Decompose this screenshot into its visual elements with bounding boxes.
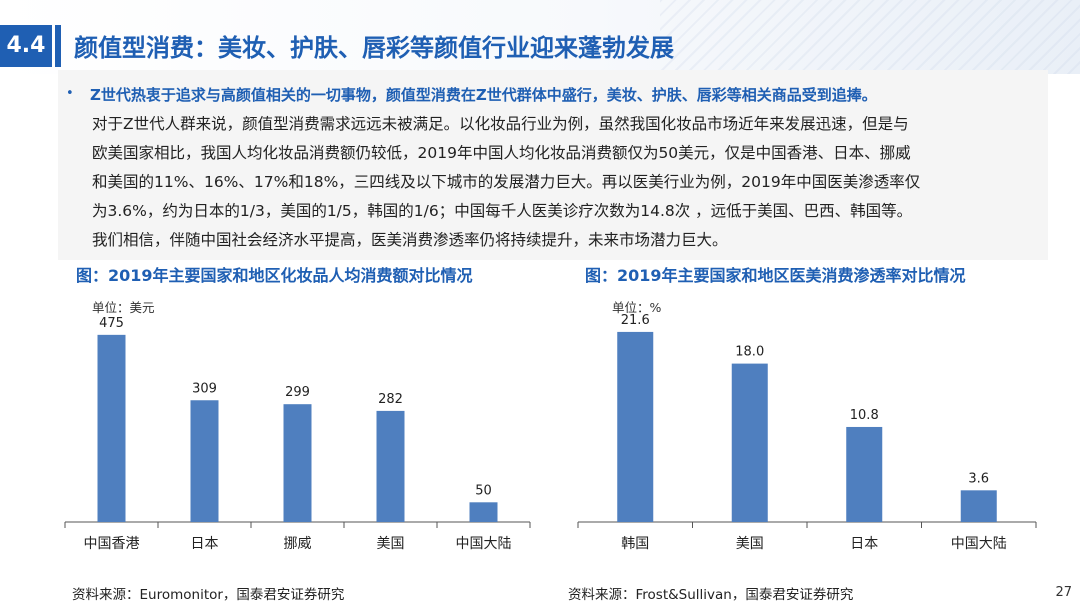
page-title: 颜值型消费：美妆、护肤、唇彩等颜值行业迎来蓬勃发展 (74, 34, 674, 62)
bullet-lead-text: Z世代热衷于追求与高颜值相关的一切事物，颜值型消费在Z世代群体中盛行，美妆、护肤… (90, 86, 877, 104)
right-source-note: 资料来源：Frost&Sullivan，国泰君安证券研究 (568, 587, 854, 603)
bar (283, 404, 312, 522)
left-figure-title: 图：2019年主要国家和地区化妆品人均消费额对比情况 (76, 266, 473, 285)
cosmetics-spend-bar-chart: 475 中国香港 309 日本 299 挪威 282 美国 50 中国大陆 (64, 316, 531, 552)
data-label: 475 (99, 316, 124, 331)
body-line: 欧美国家相比，我国人均化妆品消费额仍较低，2019年中国人均化妆品消费额仅为50… (92, 144, 911, 162)
left-source-note: 资料来源：Euromonitor，国泰君安证券研究 (72, 587, 345, 603)
body-line: 对于Z世代人群来说，颜值型消费需求远远未被满足。以化妆品行业为例，虽然我国化妆品… (92, 115, 909, 133)
category-label: 日本 (850, 536, 878, 552)
right-chart-unit: 单位：% (612, 300, 662, 315)
bullet-icon: • (66, 86, 74, 101)
category-label: 韩国 (621, 536, 649, 552)
data-label: 50 (475, 483, 492, 498)
data-label: 309 (192, 381, 217, 396)
data-label: 3.6 (968, 471, 989, 486)
body-line: 我们相信，伴随中国社会经济水平提高，医美消费渗透率仍将持续提升，未来市场潜力巨大… (92, 231, 728, 249)
bar (960, 490, 997, 522)
body-line: 和美国的11%、16%、17%和18%，三四线及以下城市的发展潜力巨大。再以医美… (92, 173, 921, 191)
category-label: 美国 (736, 536, 764, 552)
category-label: 挪威 (284, 536, 312, 552)
section-number-badge: 4.4 (0, 25, 52, 67)
content-box (58, 70, 1048, 260)
header-background (0, 0, 1080, 74)
right-figure-title: 图：2019年主要国家和地区医美消费渗透率对比情况 (585, 266, 966, 285)
data-label: 18.0 (735, 345, 764, 360)
bar (469, 502, 498, 522)
bar (731, 363, 768, 522)
body-line: 为3.6%，约为日本的1/3，美国的1/5，韩国的1/6；中国每千人医美诊疗次数… (92, 202, 913, 220)
data-label: 282 (378, 392, 403, 407)
category-label: 中国大陆 (951, 536, 1007, 552)
category-label: 日本 (191, 536, 219, 552)
page-number: 27 (1055, 585, 1072, 600)
left-chart-unit: 单位：美元 (92, 300, 155, 315)
bar (846, 426, 883, 522)
category-label: 中国大陆 (456, 536, 512, 552)
aesthetic-medicine-penetration-bar-chart: 21.6 韩国 18.0 美国 10.8 日本 3.6 中国大陆 (577, 313, 1037, 552)
bar (190, 400, 219, 522)
category-label: 美国 (377, 536, 405, 552)
bar (376, 410, 405, 522)
category-label: 中国香港 (84, 536, 140, 552)
bar (617, 331, 654, 522)
data-label: 299 (285, 385, 310, 400)
data-label: 21.6 (621, 313, 650, 328)
bar (97, 334, 126, 522)
data-label: 10.8 (850, 408, 879, 423)
title-accent-bar (55, 25, 61, 67)
